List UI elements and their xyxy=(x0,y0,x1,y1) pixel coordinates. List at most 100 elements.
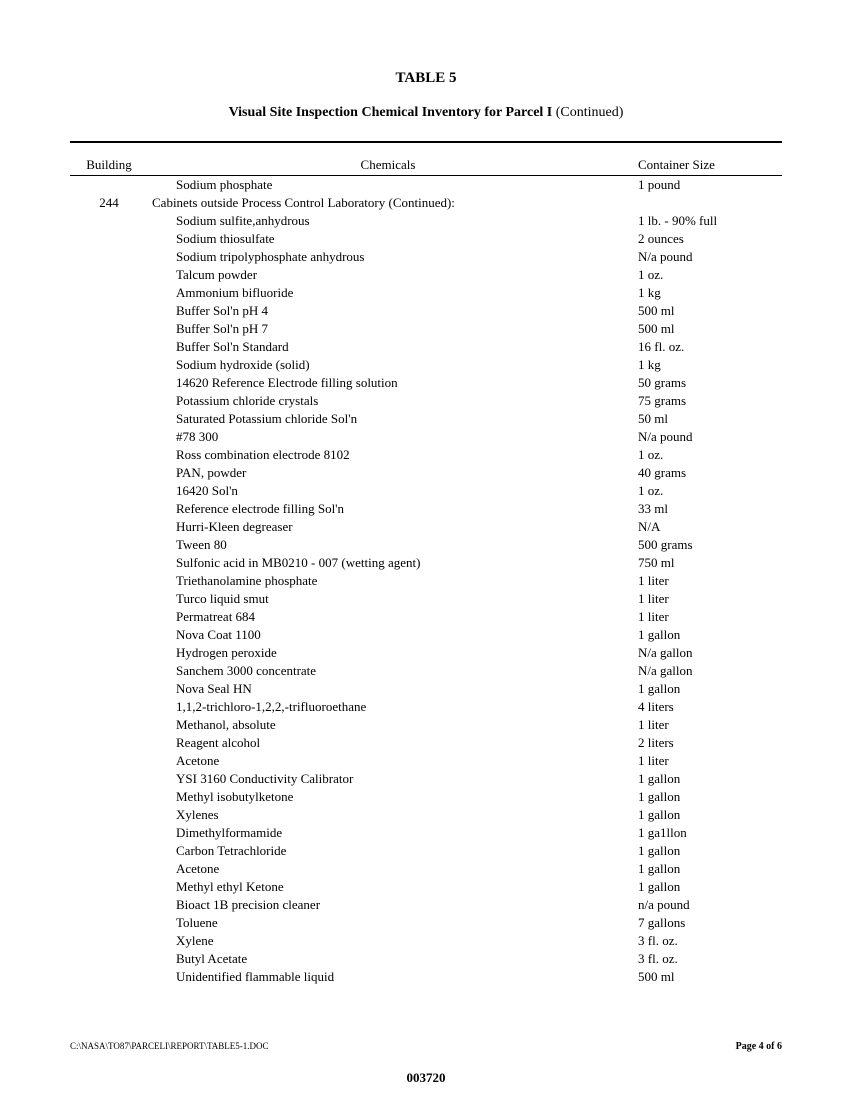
cell-building xyxy=(70,266,148,284)
table-row: Acetone1 liter xyxy=(70,752,782,770)
cell-size: 1 lb. - 90% full xyxy=(628,212,782,230)
cell-chemical: Sodium thiosulfate xyxy=(148,230,628,248)
cell-building xyxy=(70,482,148,500)
cell-size: 16 fl. oz. xyxy=(628,338,782,356)
cell-chemical: Permatreat 684 xyxy=(148,608,628,626)
cell-chemical: Sodium tripolyphosphate anhydrous xyxy=(148,248,628,266)
cell-size: 4 liters xyxy=(628,698,782,716)
table-row: Potassium chloride crystals75 grams xyxy=(70,392,782,410)
table-row: #78 300N/a pound xyxy=(70,428,782,446)
table-row: Hurri-Kleen degreaserN/A xyxy=(70,518,782,536)
cell-chemical: Dimethylformamide xyxy=(148,824,628,842)
cell-chemical: Carbon Tetrachloride xyxy=(148,842,628,860)
cell-building xyxy=(70,716,148,734)
cell-size: 1 liter xyxy=(628,572,782,590)
footer-path: C:\NASA\TO87\PARCELI\REPORT\TABLE5-1.DOC xyxy=(70,1041,269,1052)
cell-chemical: Sanchem 3000 concentrate xyxy=(148,662,628,680)
table-row: Talcum powder1 oz. xyxy=(70,266,782,284)
cell-chemical: YSI 3160 Conductivity Calibrator xyxy=(148,770,628,788)
cell-chemical: Saturated Potassium chloride Sol'n xyxy=(148,410,628,428)
footer: C:\NASA\TO87\PARCELI\REPORT\TABLE5-1.DOC… xyxy=(70,1041,782,1052)
cell-chemical: Potassium chloride crystals xyxy=(148,392,628,410)
table-row: Methanol, absolute1 liter xyxy=(70,716,782,734)
cell-building xyxy=(70,320,148,338)
cell-building xyxy=(70,626,148,644)
cell-building xyxy=(70,302,148,320)
cell-chemical: Acetone xyxy=(148,752,628,770)
title-rest: (Continued) xyxy=(552,105,623,120)
cell-building xyxy=(70,356,148,374)
cell-chemical: 14620 Reference Electrode filling soluti… xyxy=(148,374,628,392)
cell-building xyxy=(70,878,148,896)
cell-building xyxy=(70,284,148,302)
table-row: Sodium sulfite,anhydrous1 lb. - 90% full xyxy=(70,212,782,230)
cell-building xyxy=(70,554,148,572)
cell-size: 50 grams xyxy=(628,374,782,392)
cell-chemical: Toluene xyxy=(148,914,628,932)
cell-chemical: Ammonium bifluoride xyxy=(148,284,628,302)
cell-size: 1 gallon xyxy=(628,860,782,878)
section-row: 244Cabinets outside Process Control Labo… xyxy=(70,194,782,212)
table-row: 16420 Sol'n1 oz. xyxy=(70,482,782,500)
table-row: Sodium tripolyphosphate anhydrousN/a pou… xyxy=(70,248,782,266)
cell-chemical: Sodium hydroxide (solid) xyxy=(148,356,628,374)
table-row: Sodium thiosulfate2 ounces xyxy=(70,230,782,248)
cell-chemical: Sodium phosphate xyxy=(148,176,628,195)
cell-building: 244 xyxy=(70,194,148,212)
cell-building xyxy=(70,410,148,428)
cell-size: 1 oz. xyxy=(628,482,782,500)
table-row: Buffer Sol'n pH 4500 ml xyxy=(70,302,782,320)
cell-chemical: #78 300 xyxy=(148,428,628,446)
cell-chemical: Nova Coat 1100 xyxy=(148,626,628,644)
cell-size: 500 ml xyxy=(628,320,782,338)
cell-size: 1 ga1llon xyxy=(628,824,782,842)
title-bold: Visual Site Inspection Chemical Inventor… xyxy=(229,105,553,120)
table-row: Hydrogen peroxideN/a gallon xyxy=(70,644,782,662)
cell-chemical: Reagent alcohol xyxy=(148,734,628,752)
cell-chemical: Acetone xyxy=(148,860,628,878)
cell-chemical: Xylene xyxy=(148,932,628,950)
cell-size: 40 grams xyxy=(628,464,782,482)
table-body: Sodium phosphate1 pound244Cabinets outsi… xyxy=(70,176,782,987)
cell-size: 3 fl. oz. xyxy=(628,932,782,950)
cell-chemical: Turco liquid smut xyxy=(148,590,628,608)
cell-chemical: Butyl Acetate xyxy=(148,950,628,968)
cell-building xyxy=(70,464,148,482)
cell-building xyxy=(70,230,148,248)
cell-size: 1 gallon xyxy=(628,806,782,824)
cell-size: N/a pound xyxy=(628,248,782,266)
table-row: Toluene7 gallons xyxy=(70,914,782,932)
cell-chemical: Hurri-Kleen degreaser xyxy=(148,518,628,536)
cell-chemical: Hydrogen peroxide xyxy=(148,644,628,662)
cell-building xyxy=(70,932,148,950)
cell-chemical: Buffer Sol'n pH 7 xyxy=(148,320,628,338)
bates-number: 003720 xyxy=(0,1070,852,1086)
cell-building xyxy=(70,392,148,410)
table-row: Unidentified flammable liquid500 ml xyxy=(70,968,782,986)
cell-chemical: 1,1,2-trichloro-1,2,2,-trifluoroethane xyxy=(148,698,628,716)
cell-building xyxy=(70,338,148,356)
cell-size: 1 gallon xyxy=(628,878,782,896)
table-row: YSI 3160 Conductivity Calibrator1 gallon xyxy=(70,770,782,788)
cell-chemical: Buffer Sol'n Standard xyxy=(148,338,628,356)
table-row: Dimethylformamide1 ga1llon xyxy=(70,824,782,842)
table-row: Triethanolamine phosphate1 liter xyxy=(70,572,782,590)
cell-chemical: Nova Seal HN xyxy=(148,680,628,698)
inventory-table: Building Chemicals Container Size Sodium… xyxy=(70,155,782,986)
cell-size: 750 ml xyxy=(628,554,782,572)
top-rule xyxy=(70,141,782,143)
table-row: Carbon Tetrachloride1 gallon xyxy=(70,842,782,860)
cell-chemical: Unidentified flammable liquid xyxy=(148,968,628,986)
cell-chemical: Xylenes xyxy=(148,806,628,824)
cell-size: 7 gallons xyxy=(628,914,782,932)
cell-building xyxy=(70,518,148,536)
table-title: Visual Site Inspection Chemical Inventor… xyxy=(70,105,782,121)
cell-size: N/a gallon xyxy=(628,644,782,662)
table-row: Xylene3 fl. oz. xyxy=(70,932,782,950)
table-row: Saturated Potassium chloride Sol'n50 ml xyxy=(70,410,782,428)
cell-chemical: Methyl ethyl Ketone xyxy=(148,878,628,896)
cell-building xyxy=(70,608,148,626)
cell-chemical: Methyl isobutylketone xyxy=(148,788,628,806)
table-row: Reagent alcohol2 liters xyxy=(70,734,782,752)
cell-chemical: Sodium sulfite,anhydrous xyxy=(148,212,628,230)
